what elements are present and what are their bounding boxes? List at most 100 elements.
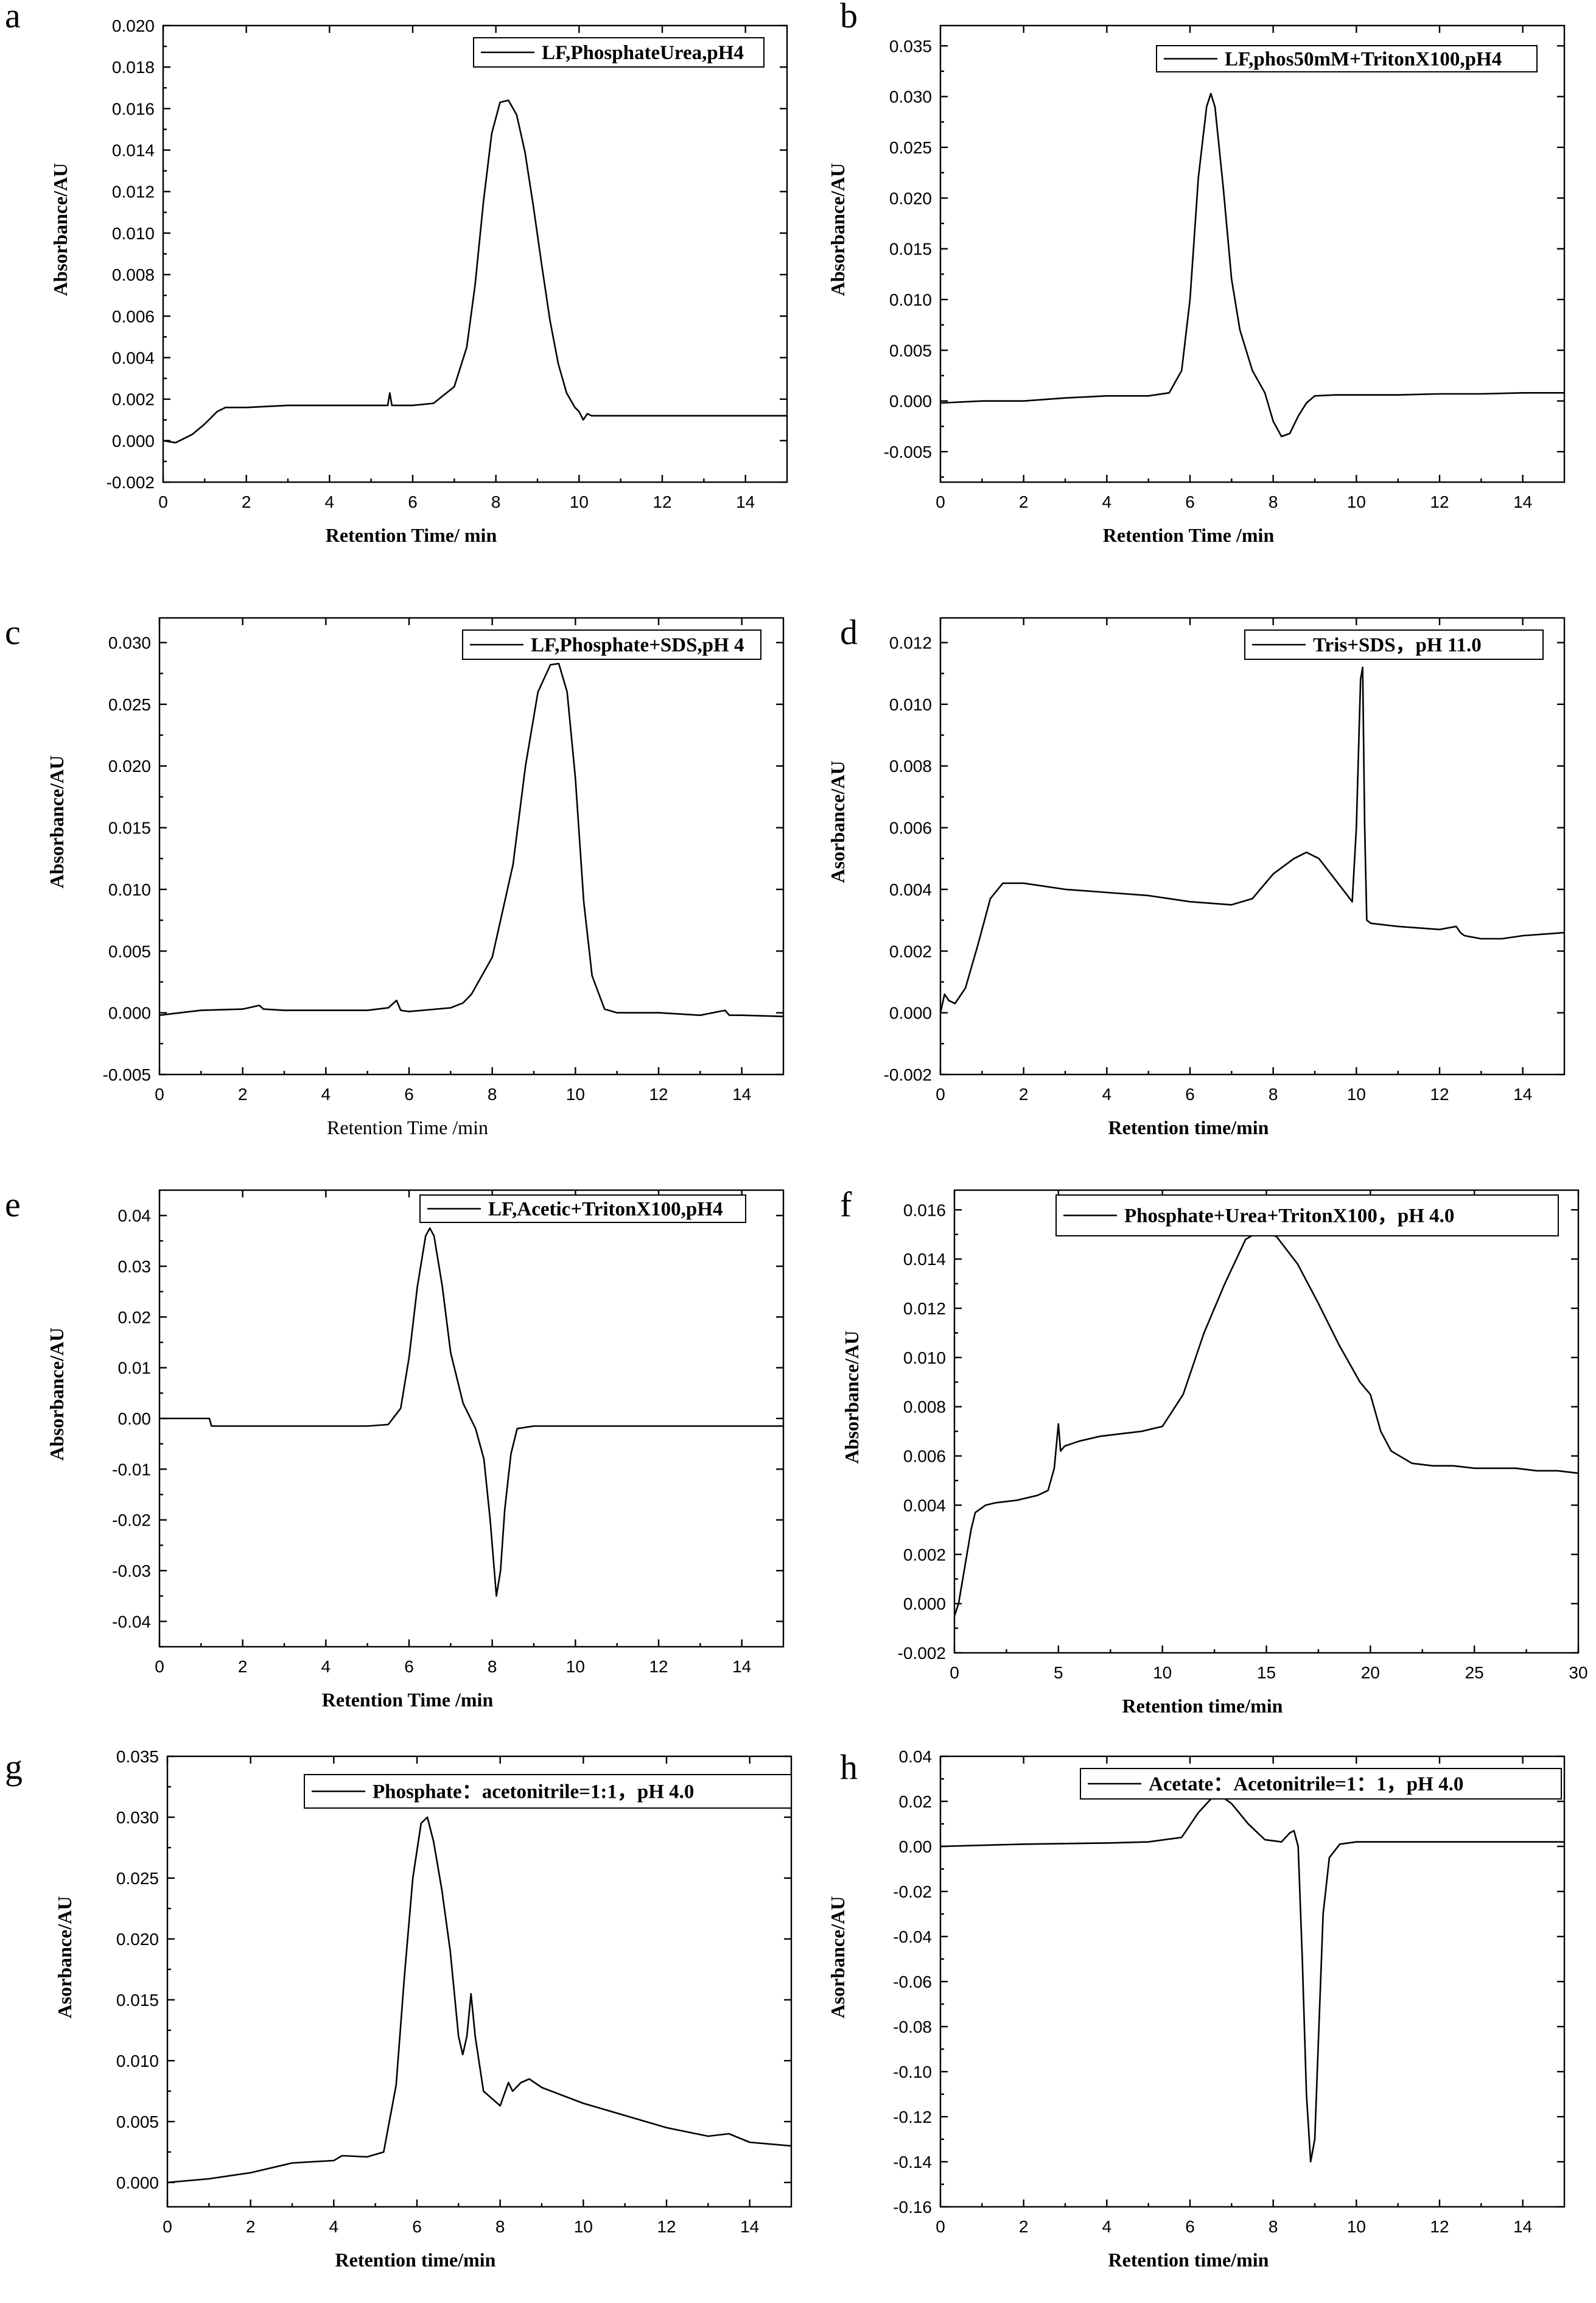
panel-letter: g	[5, 1747, 23, 1787]
y-axis-title: Absorbance/AU	[46, 1328, 68, 1461]
legend: LF,Acetic+TritonX100,pH4	[419, 1194, 746, 1223]
x-axis-title: Retention time/min	[1122, 1695, 1283, 1717]
panel-g: g 0 2 4 6 8 10 12 14 0.000 0.005 0.010 0.015 0.020 0.0…	[5, 1747, 793, 2271]
x-tick-label: 14	[732, 1657, 751, 1676]
x-tick-label: 6	[404, 1657, 414, 1676]
y-tick-label: 0.002	[889, 942, 932, 961]
y-tick-label: 0.002	[112, 390, 155, 409]
x-tick-label: 0	[158, 492, 168, 511]
y-tick-label: 0.010	[903, 1348, 946, 1367]
x-tick-label: 0	[936, 2217, 945, 2236]
x-tick-label: 15	[1257, 1663, 1276, 1682]
x-tick-label: 0	[163, 2217, 172, 2236]
legend: Acetate：Acetonitrile=1：1，pH 4.0	[1080, 1768, 1562, 1800]
y-tick-label: 0.008	[903, 1398, 946, 1417]
panel-letter: d	[840, 612, 858, 652]
legend-entry: Phosphate+Urea+TritonX100，pH 4.0	[1124, 1205, 1454, 1227]
y-tick-label: 0.016	[903, 1201, 946, 1219]
y-tick-label: -0.12	[893, 2108, 932, 2126]
y-tick-label: 0.02	[899, 1792, 933, 1811]
x-tick-label: 2	[238, 1657, 248, 1676]
x-tick-label: 12	[649, 1657, 668, 1676]
y-tick-label: -0.04	[112, 1612, 151, 1631]
x-tick-label: 10	[1153, 1663, 1172, 1682]
x-tick-label: 20	[1361, 1663, 1380, 1682]
legend-entry: Acetate：Acetonitrile=1：1，pH 4.0	[1149, 1773, 1463, 1795]
legend: LF,PhosphateUrea,pH4	[473, 37, 765, 68]
y-tick-label: -0.03	[112, 1562, 151, 1580]
y-tick-label: 0.015	[116, 1991, 159, 2010]
y-axis-title: Asorbance/AU	[54, 1896, 75, 2019]
y-tick-label: 0.004	[112, 348, 155, 367]
y-tick-label: -0.16	[893, 2198, 932, 2217]
legend-box	[1080, 1768, 1562, 1800]
y-tick-label: -0.02	[112, 1511, 151, 1530]
y-tick-label: 0.010	[116, 2052, 159, 2070]
y-axis-title: Absorbance/AU	[46, 755, 68, 889]
y-tick-label: 0.006	[112, 307, 155, 326]
y-tick-label: 0.005	[889, 341, 932, 360]
y-tick-label: 0.008	[889, 757, 932, 776]
x-tick-label: 12	[649, 1085, 668, 1104]
x-tick-label: 6	[412, 2217, 422, 2236]
plot-frame	[939, 24, 1566, 483]
y-tick-label: 0.00	[899, 1837, 933, 1856]
series-line	[167, 1816, 792, 2184]
x-tick-label: 2	[238, 1085, 248, 1104]
legend: LF,phos50mM+TritonX100,pH4	[1156, 45, 1538, 72]
x-tick-label: 4	[321, 1657, 331, 1676]
x-tick-label: 10	[566, 1657, 585, 1676]
panel-a: a 0 2 4 6 8 10 12 14 -0.002 0.000 0.002 0.004 0.006 0.…	[5, 0, 788, 546]
y-tick-label: 0.008	[112, 265, 155, 284]
y-axis-title: Asorbance/AU	[827, 1896, 849, 2019]
x-tick-label: 6	[408, 492, 418, 511]
y-tick-label: 0.025	[116, 1869, 159, 1888]
x-tick-label: 2	[246, 2217, 256, 2236]
legend: Tris+SDS，pH 11.0	[1244, 629, 1544, 660]
panel-letter: h	[840, 1747, 858, 1787]
y-tick-label: 0.020	[889, 189, 932, 208]
x-tick-label: 5	[1054, 1663, 1063, 1682]
y-tick-label: 0.030	[889, 88, 932, 107]
y-tick-label: 0.010	[112, 224, 155, 243]
y-tick-label: 0.000	[903, 1594, 946, 1613]
panel-h: h 0 2 4 6 8 10 12 14 -0.16 -0.14 -0.12 -0.10 -0.08 -0.…	[827, 1747, 1566, 2271]
x-tick-label: 4	[1102, 1085, 1112, 1104]
x-tick-label: 14	[740, 2217, 759, 2236]
series-line	[939, 666, 1565, 1013]
x-tick-label: 2	[1019, 2217, 1029, 2236]
y-tick-label: 0.04	[899, 1747, 933, 1766]
x-tick-label: 12	[1430, 1085, 1449, 1104]
y-tick-label: 0.016	[112, 99, 155, 118]
x-tick-label: 8	[488, 1085, 497, 1104]
panel-letter: f	[840, 1185, 852, 1224]
y-tick-label: 0.000	[112, 432, 155, 450]
x-tick-label: 2	[1019, 492, 1029, 511]
x-tick-label: 14	[1513, 492, 1532, 511]
y-tick-label: 0.004	[903, 1496, 946, 1515]
y-axis-title: Absorbance/AU	[827, 163, 849, 296]
panel-f: f 0 5 10 15 20 25 30 -0.002 0.000 0.002 0.004 0.006 0…	[840, 1185, 1588, 1717]
x-tick-label: 6	[1185, 492, 1195, 511]
y-tick-label: 0.005	[108, 942, 151, 961]
plot-frame	[939, 1755, 1566, 2208]
x-tick-label: 8	[488, 1657, 497, 1676]
y-tick-label: 0.025	[889, 138, 932, 157]
legend-box	[304, 1774, 792, 1809]
x-tick-label: 4	[1102, 492, 1112, 511]
x-tick-label: 25	[1465, 1663, 1484, 1682]
y-tick-label: -0.14	[893, 2153, 932, 2172]
y-tick-label: 0.010	[889, 290, 932, 309]
x-tick-label: 10	[1347, 1085, 1366, 1104]
y-tick-label: 0.014	[903, 1250, 946, 1269]
x-tick-label: 2	[242, 492, 251, 511]
y-tick-label: -0.01	[112, 1460, 151, 1479]
x-tick-label: 10	[574, 2217, 593, 2236]
y-tick-label: 0.006	[889, 819, 932, 838]
series-line	[953, 1229, 1579, 1616]
y-tick-label: 0.012	[903, 1299, 946, 1318]
y-tick-label: 0.012	[112, 183, 155, 202]
x-tick-label: 8	[495, 2217, 505, 2236]
y-tick-label: 0.04	[118, 1207, 152, 1225]
